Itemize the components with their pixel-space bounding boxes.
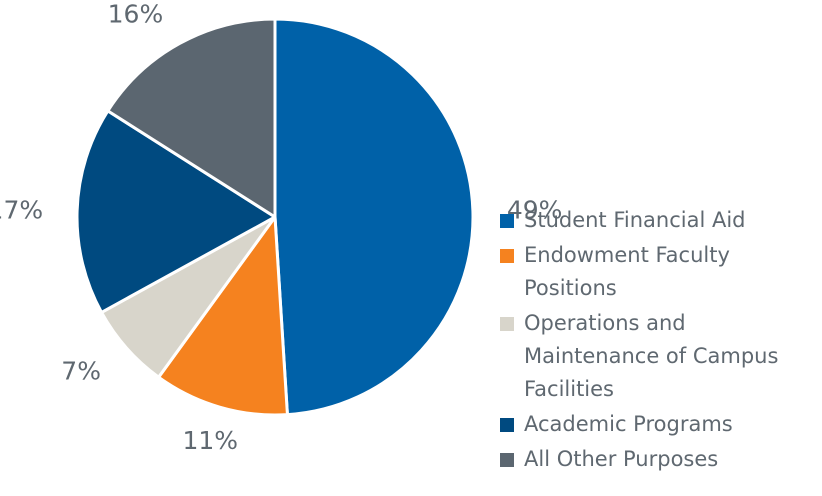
legend-item-academic-programs: Academic Programs: [500, 408, 818, 441]
legend-swatch: [500, 453, 514, 467]
legend-swatch: [500, 249, 514, 263]
legend-label: Operations and Maintenance of Campus Fac…: [524, 311, 779, 401]
legend-swatch: [500, 214, 514, 228]
pie-slice-4: [75, 109, 277, 314]
legend-item-operations-maintenance: Operations and Maintenance of Campus Fac…: [500, 307, 818, 406]
legend: Student Financial Aid Endowment Faculty …: [500, 204, 818, 476]
legend-label: Student Financial Aid: [524, 208, 746, 232]
legend-swatch: [500, 418, 514, 432]
legend-label: Endowment Faculty Positions: [524, 243, 730, 300]
legend-swatch: [500, 317, 514, 331]
slice-value-label: 7%: [61, 356, 101, 385]
legend-item-student-financial-aid: Student Financial Aid: [500, 204, 818, 237]
slice-value-label: 16%: [108, 0, 164, 29]
legend-label: Academic Programs: [524, 412, 733, 436]
slice-value-label: 49%: [507, 196, 563, 225]
slice-value-label: 17%: [0, 196, 43, 225]
pie-slice-2: [157, 215, 289, 417]
legend-item-all-other-purposes: All Other Purposes: [500, 443, 818, 476]
slice-value-label: 11%: [182, 426, 238, 455]
legend-label: All Other Purposes: [524, 447, 719, 471]
pie-slice-5: [106, 17, 277, 219]
slice-labels: 49% 11% 7% 17% 16%: [0, 0, 562, 455]
pie-slice-1: [273, 17, 475, 417]
pie-slices: [75, 17, 475, 417]
legend-item-endowment-faculty-positions: Endowment Faculty Positions: [500, 239, 818, 305]
